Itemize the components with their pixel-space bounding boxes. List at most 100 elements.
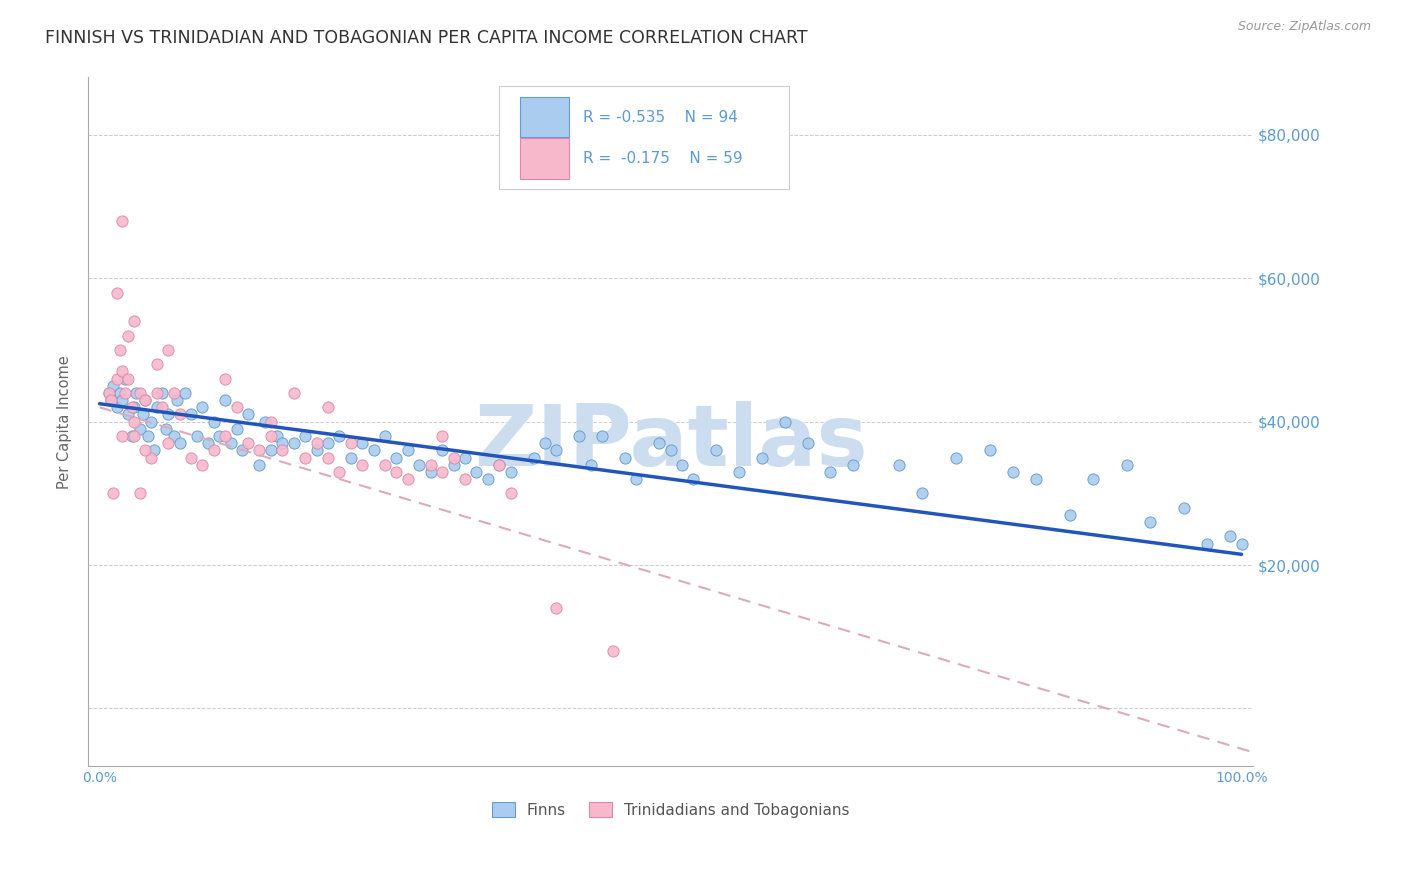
Point (374, 429, 396, 443)
Point (117, 408, 139, 422)
Point (155, 422, 177, 436)
Point (134, 393, 156, 408)
Text: ZIPatlas: ZIPatlas (474, 401, 868, 483)
Point (202, 415, 225, 429)
Point (231, 443, 253, 458)
Point (132, 408, 155, 422)
Point (465, 465, 488, 479)
Point (546, 443, 568, 458)
Point (111, 364, 134, 378)
Point (128, 386, 150, 401)
Legend: Finns, Trinidadians and Tobagonians: Finns, Trinidadians and Tobagonians (485, 796, 856, 823)
Point (111, 429, 134, 443)
Point (316, 450, 339, 465)
Text: FINNISH VS TRINIDADIAN AND TOBAGONIAN PER CAPITA INCOME CORRELATION CHART: FINNISH VS TRINIDADIAN AND TOBAGONIAN PE… (45, 29, 807, 46)
Point (191, 458, 214, 472)
Point (157, 436, 180, 450)
Point (443, 450, 465, 465)
Point (294, 429, 316, 443)
Point (157, 408, 180, 422)
FancyBboxPatch shape (520, 96, 569, 137)
Point (100, 393, 122, 408)
Point (477, 472, 499, 486)
Point (430, 429, 453, 443)
Point (363, 443, 385, 458)
Point (773, 415, 796, 429)
Point (128, 422, 150, 436)
Point (202, 443, 225, 458)
Point (191, 401, 214, 415)
Point (522, 450, 544, 465)
Point (602, 644, 624, 658)
Point (1173, 500, 1195, 515)
Point (1197, 536, 1219, 550)
Point (105, 401, 128, 415)
Point (671, 458, 693, 472)
Point (108, 343, 131, 357)
Point (180, 450, 202, 465)
Point (214, 429, 236, 443)
Point (591, 429, 613, 443)
Point (225, 401, 247, 415)
Point (260, 429, 283, 443)
Point (488, 458, 510, 472)
Point (122, 429, 145, 443)
Point (108, 386, 131, 401)
Point (169, 408, 191, 422)
Point (1139, 515, 1161, 529)
Point (704, 443, 727, 458)
Point (419, 458, 441, 472)
Point (174, 386, 197, 401)
Point (122, 314, 145, 328)
Point (145, 357, 167, 371)
Point (145, 386, 167, 401)
Point (271, 436, 294, 450)
Point (186, 429, 208, 443)
Point (117, 328, 139, 343)
Point (316, 401, 339, 415)
Text: Source: ZipAtlas.com: Source: ZipAtlas.com (1237, 20, 1371, 33)
Point (887, 458, 910, 472)
Point (97, 386, 120, 401)
Point (328, 429, 350, 443)
Point (105, 285, 128, 300)
Point (111, 393, 134, 408)
Point (134, 393, 156, 408)
Point (352, 436, 374, 450)
Point (305, 443, 328, 458)
Point (128, 486, 150, 500)
Point (316, 436, 339, 450)
Point (648, 436, 671, 450)
Point (260, 415, 283, 429)
Point (454, 472, 477, 486)
Point (236, 408, 259, 422)
Point (214, 371, 236, 385)
Point (352, 458, 374, 472)
Point (613, 450, 636, 465)
Point (283, 436, 305, 450)
Point (136, 429, 159, 443)
Point (271, 443, 294, 458)
Point (499, 486, 522, 500)
Point (249, 443, 271, 458)
Point (157, 343, 180, 357)
Point (121, 401, 143, 415)
Point (214, 393, 236, 408)
Point (396, 472, 419, 486)
Point (139, 450, 162, 465)
Point (430, 465, 453, 479)
Y-axis label: Per Capita Income: Per Capita Income (58, 355, 72, 489)
Point (219, 436, 242, 450)
Point (796, 436, 818, 450)
FancyBboxPatch shape (499, 87, 789, 189)
Text: R = -0.535    N = 94: R = -0.535 N = 94 (583, 110, 738, 125)
Point (374, 458, 396, 472)
Point (568, 429, 591, 443)
Point (294, 450, 316, 465)
Point (534, 436, 557, 450)
Point (225, 422, 247, 436)
Point (1219, 529, 1241, 543)
Point (305, 436, 328, 450)
Point (419, 465, 441, 479)
Point (150, 401, 173, 415)
